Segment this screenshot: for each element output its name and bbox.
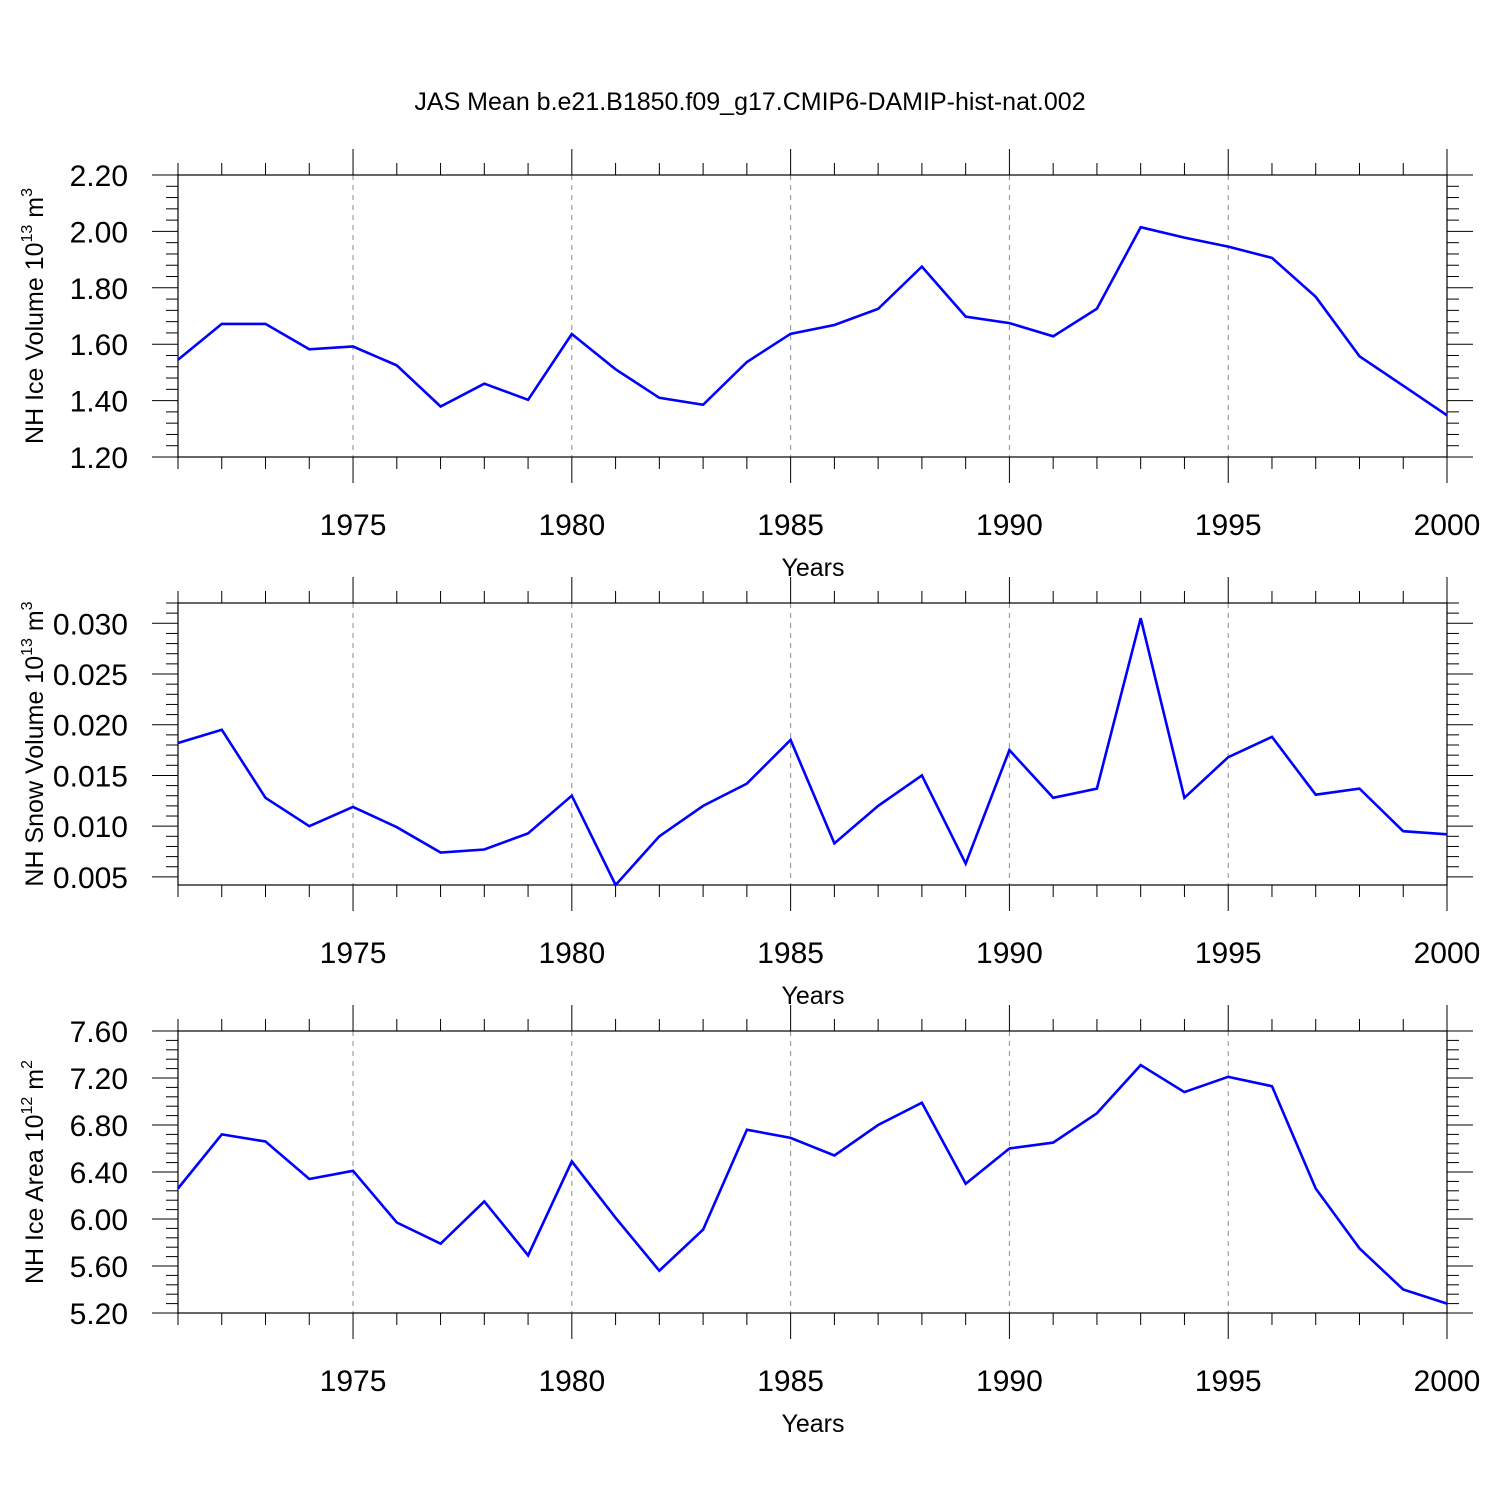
x-tick-label: 2000 bbox=[1414, 1365, 1481, 1398]
panel-3: 1975 1980 1985 1990 1995 2000 5.20 5.60 6.00 6.40… bbox=[19, 1005, 1480, 1438]
x-axis-label: Years bbox=[781, 1410, 844, 1438]
x-tick-label: 1990 bbox=[976, 509, 1043, 542]
y-tick-label: 6.00 bbox=[70, 1204, 128, 1237]
y-tick-label: 0.005 bbox=[53, 862, 128, 895]
y-tick-label: 5.60 bbox=[70, 1251, 128, 1284]
y-tick-label: 1.80 bbox=[70, 273, 128, 306]
x-tick-label: 1990 bbox=[976, 937, 1043, 970]
plot-frame bbox=[177, 602, 1448, 886]
y-axis-label-unit-exponent: 3 bbox=[19, 188, 36, 197]
x-tick-label: 1980 bbox=[538, 1365, 605, 1398]
y-tick-label: 5.20 bbox=[70, 1298, 128, 1331]
y-axis-label-text: NH Ice Volume 10 bbox=[21, 242, 49, 444]
x-tick-label: 1975 bbox=[320, 1365, 387, 1398]
plot-frame bbox=[177, 1030, 1448, 1314]
y-tick-label: 0.020 bbox=[53, 710, 128, 743]
y-axis-label-exponent: 12 bbox=[19, 1097, 36, 1115]
x-tick-label: 2000 bbox=[1414, 937, 1481, 970]
x-axis-label: Years bbox=[781, 554, 844, 582]
x-tick-label: 1985 bbox=[757, 509, 824, 542]
y-tick-label: 0.025 bbox=[53, 659, 128, 692]
x-axis-label: Years bbox=[781, 982, 844, 1010]
x-tick-label: 1980 bbox=[538, 937, 605, 970]
y-tick-label: 7.20 bbox=[70, 1063, 128, 1096]
x-tick-label: 1985 bbox=[757, 937, 824, 970]
chart-title: JAS Mean b.e21.B1850.f09_g17.CMIP6-DAMIP… bbox=[414, 88, 1085, 116]
y-tick-label: 1.20 bbox=[70, 442, 128, 475]
y-axis-label-text: NH Ice Area 10 bbox=[21, 1114, 49, 1284]
y-axis-label: NH Ice Volume 1013 m3 bbox=[19, 188, 49, 444]
y-tick-label: 6.80 bbox=[70, 1110, 128, 1143]
x-tick-label: 1975 bbox=[320, 937, 387, 970]
x-tick-label: 1995 bbox=[1195, 937, 1262, 970]
x-tick-label: 1985 bbox=[757, 1365, 824, 1398]
y-tick-label: 2.00 bbox=[70, 216, 128, 249]
series-line bbox=[177, 225, 1448, 417]
y-tick-label: 1.60 bbox=[70, 329, 128, 362]
y-tick-label: 2.20 bbox=[70, 160, 128, 193]
y-axis-label-unit: m bbox=[21, 197, 49, 225]
y-axis-label: NH Snow Volume 1013 m3 bbox=[19, 601, 49, 886]
plot-frame bbox=[177, 174, 1448, 458]
y-axis-label: NH Ice Area 1012 m2 bbox=[19, 1060, 49, 1284]
x-tick-label: 1995 bbox=[1195, 1365, 1262, 1398]
y-tick-label: 0.010 bbox=[53, 811, 128, 844]
y-axis-label-unit: m bbox=[21, 1069, 49, 1097]
y-tick-label: 0.015 bbox=[53, 760, 128, 793]
x-tick-label: 1995 bbox=[1195, 509, 1262, 542]
y-tick-label: 1.40 bbox=[70, 386, 128, 419]
panels: 1975 1980 1985 1990 1995 2000 1.20 1.40 1.60 1.80… bbox=[19, 149, 1480, 1438]
y-tick-label: 7.60 bbox=[70, 1016, 128, 1049]
y-axis-label-unit-exponent: 2 bbox=[19, 1060, 36, 1069]
y-axis-label-unit-exponent: 3 bbox=[19, 601, 36, 610]
x-tick-label: 1980 bbox=[538, 509, 605, 542]
panel-2: 1975 1980 1985 1990 1995 2000 0.005 0.010 0.015 0… bbox=[19, 577, 1480, 1010]
y-tick-label: 6.40 bbox=[70, 1157, 128, 1190]
y-axis-label-text: NH Snow Volume 10 bbox=[21, 656, 49, 887]
y-axis-label-exponent: 13 bbox=[19, 225, 36, 243]
panel-1: 1975 1980 1985 1990 1995 2000 1.20 1.40 1.60 1.80… bbox=[19, 149, 1480, 582]
x-tick-label: 2000 bbox=[1414, 509, 1481, 542]
x-tick-label: 1975 bbox=[320, 509, 387, 542]
series-line bbox=[177, 617, 1448, 888]
y-tick-label: 0.030 bbox=[53, 608, 128, 641]
series-line bbox=[176, 1063, 1448, 1305]
x-tick-label: 1990 bbox=[976, 1365, 1043, 1398]
y-axis-label-exponent: 13 bbox=[19, 638, 36, 656]
y-axis-label-unit: m bbox=[21, 610, 49, 638]
